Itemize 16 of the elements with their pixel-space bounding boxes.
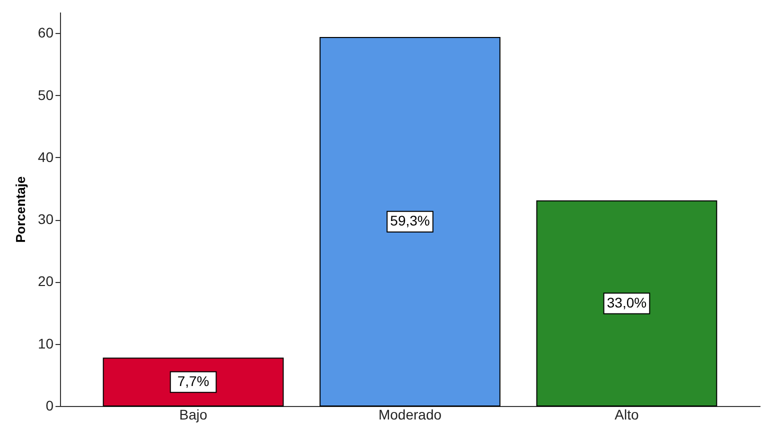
data-label: 33,0%	[606, 294, 647, 310]
y-tick-label: 10	[38, 335, 54, 352]
data-label: 7,7%	[177, 373, 210, 390]
y-tick-label: 30	[38, 211, 54, 228]
bar	[320, 36, 500, 406]
data-label: 59,3%	[390, 212, 430, 229]
x-tick-label: Bajo	[179, 406, 208, 422]
y-tick-label: 20	[38, 273, 54, 290]
bar	[536, 200, 718, 406]
y-tick-label: 60	[38, 24, 54, 41]
y-tick-label: 50	[38, 86, 54, 103]
y-tick-label: 0	[46, 398, 54, 414]
y-tick-label: 40	[38, 148, 54, 165]
y-axis-title: Porcentaje	[12, 176, 28, 243]
x-tick-label: Moderado	[378, 406, 442, 422]
x-tick-label: Alto	[614, 406, 639, 422]
